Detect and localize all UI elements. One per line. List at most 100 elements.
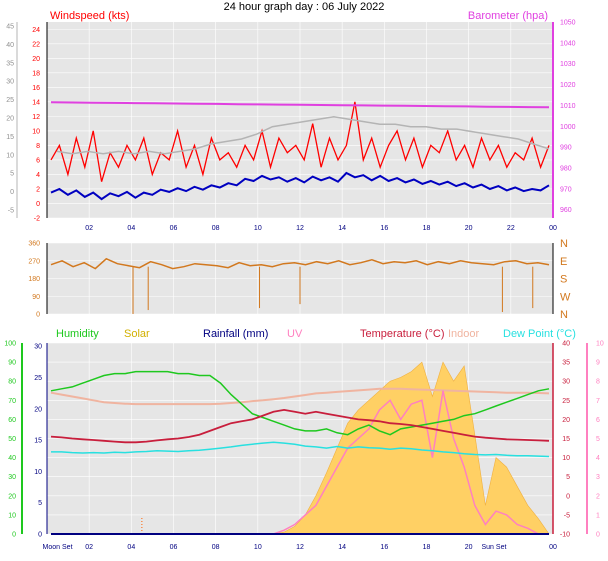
temp-x-tick-label: Sun Set (482, 544, 507, 551)
windspeed-avg-line (50, 171, 550, 201)
wind-x-tick-label: 10 (254, 225, 262, 232)
legend-entry: Temperature (°C) (360, 328, 444, 340)
legend-entry: Indoor (448, 328, 480, 340)
direction-tick-label: 180 (28, 276, 40, 283)
temperature-tick-label: -10 (560, 532, 570, 539)
direction-tick-label: 0 (36, 312, 40, 319)
wind-tick-label: 14 (32, 99, 40, 106)
rainfall-tick-label: 30 (34, 344, 42, 351)
temp-x-tick-label: 20 (465, 544, 473, 551)
uv-tick-label: 6 (596, 417, 600, 424)
wind-tick-label: 8 (36, 143, 40, 150)
uv-tick-label: 0 (596, 532, 600, 539)
direction-tick-label: 90 (32, 294, 40, 301)
legend-entry: Dew Point (°C) (503, 328, 576, 340)
wind-x-tick-label: 14 (338, 225, 346, 232)
temperature-tick-label: 20 (562, 417, 570, 424)
uv-tick-label: 8 (596, 379, 600, 386)
gust-tick-label: 20 (6, 116, 14, 123)
temp-x-tick-label: 16 (380, 544, 388, 551)
wind-tick-label: 16 (32, 85, 40, 92)
barometer-tick-label: 1010 (560, 103, 576, 110)
barometer-tick-label: 990 (560, 145, 572, 152)
wind-tick-label: 24 (32, 27, 40, 34)
compass-label: N (560, 309, 568, 321)
gust-tick-label: 35 (6, 60, 14, 67)
wind-tick-label: 12 (32, 114, 40, 121)
temp-x-tick-label: 18 (423, 544, 431, 551)
humidity-tick-label: 10 (8, 512, 16, 519)
gust-tick-label: 30 (6, 79, 14, 86)
gust-tick-label: 45 (6, 24, 14, 31)
humidity-tick-label: 90 (8, 360, 16, 367)
dewpoint-line (51, 441, 550, 458)
humidity-tick-label: 100 (4, 341, 16, 348)
barometer-axis-label: Barometer (hpa) (468, 10, 548, 22)
wind-x-tick-label: 04 (127, 225, 135, 232)
rainfall-tick-label: 25 (34, 375, 42, 382)
humidity-tick-label: 0 (12, 532, 16, 539)
temperature-tick-label: 40 (562, 341, 570, 348)
barometer-tick-label: 1030 (560, 61, 576, 68)
compass-label: E (560, 256, 567, 268)
wind-x-tick-label: 06 (170, 225, 178, 232)
wind-tick-label: 2 (36, 186, 40, 193)
gust-tick-label: 10 (6, 152, 14, 159)
humidity-tick-label: 60 (8, 417, 16, 424)
wind-tick-label: 18 (32, 70, 40, 77)
humidity-tick-label: 40 (8, 455, 16, 462)
temp-x-tick-label: 06 (170, 544, 178, 551)
uv-tick-label: 10 (596, 341, 604, 348)
uv-tick-label: 4 (596, 455, 600, 462)
gust-tick-label: 5 (10, 171, 14, 178)
barometer-line (50, 101, 550, 109)
wind-tick-label: 20 (32, 56, 40, 63)
uv-tick-label: 3 (596, 474, 600, 481)
temp-x-tick-label: 04 (127, 544, 135, 551)
temperature-tick-label: -5 (564, 512, 570, 519)
chart-title: 24 hour graph day : 06 July 2022 (224, 1, 385, 13)
temperature-tick-label: 15 (562, 436, 570, 443)
barometer-tick-label: 1000 (560, 124, 576, 131)
barometer-tick-label: 1050 (560, 20, 576, 27)
barometer-tick-label: 970 (560, 186, 572, 193)
temperature-tick-label: 5 (566, 474, 570, 481)
barometer-tick-label: 1020 (560, 82, 576, 89)
wind-tick-label: 4 (36, 172, 40, 179)
uv-tick-label: 5 (596, 436, 600, 443)
temperature-line (50, 408, 550, 444)
uv-tick-label: 7 (596, 398, 600, 405)
wind-tick-label: -2 (34, 216, 40, 223)
rainfall-tick-label: 0 (38, 532, 42, 539)
humidity-tick-label: 80 (8, 379, 16, 386)
wind-x-tick-label: 12 (296, 225, 304, 232)
compass-label: N (560, 238, 568, 250)
direction-tick-label: 270 (28, 258, 40, 265)
indoor-line (50, 387, 550, 406)
wind-x-tick-label: 00 (549, 225, 557, 232)
gust-line (56, 116, 550, 155)
compass-label: W (560, 291, 571, 303)
wind-x-tick-label: 16 (380, 225, 388, 232)
rainfall-tick-label: 20 (34, 406, 42, 413)
humidity-line (50, 370, 550, 436)
rainfall-tick-label: 5 (38, 500, 42, 507)
wind-x-tick-label: 18 (423, 225, 431, 232)
temp-x-tick-label: 10 (254, 544, 262, 551)
rainfall-tick-label: 10 (34, 469, 42, 476)
temperature-tick-label: 30 (562, 379, 570, 386)
wind-x-tick-label: 08 (212, 225, 220, 232)
humidity-tick-label: 20 (8, 493, 16, 500)
temp-x-tick-label: 02 (85, 544, 93, 551)
temp-x-tick-label: 00 (549, 544, 557, 551)
temperature-tick-label: 10 (562, 455, 570, 462)
wind-x-tick-label: 20 (465, 225, 473, 232)
compass-label: S (560, 274, 567, 286)
barometer-tick-label: 1040 (560, 40, 576, 47)
legend-entry: Solar (124, 328, 150, 340)
temp-x-tick-label: 12 (296, 544, 304, 551)
temperature-tick-label: 0 (566, 493, 570, 500)
wind-direction-line (50, 257, 550, 270)
uv-tick-label: 1 (596, 512, 600, 519)
